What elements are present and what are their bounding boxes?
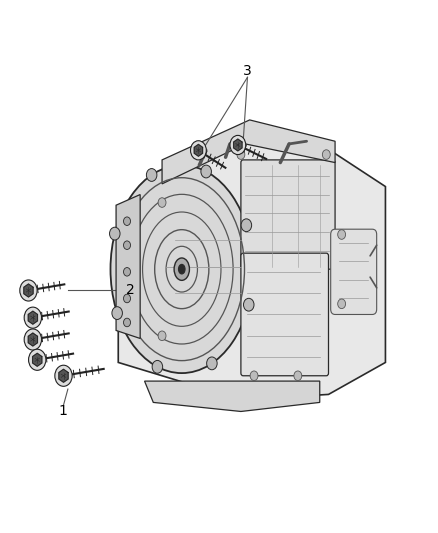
Polygon shape (28, 311, 37, 324)
Polygon shape (162, 120, 335, 184)
Circle shape (241, 219, 252, 232)
Polygon shape (59, 369, 68, 382)
Circle shape (55, 365, 72, 386)
Circle shape (158, 198, 166, 207)
Ellipse shape (110, 165, 253, 373)
Circle shape (28, 349, 46, 370)
Circle shape (124, 217, 131, 225)
Circle shape (110, 227, 120, 240)
Ellipse shape (178, 264, 185, 274)
FancyBboxPatch shape (241, 160, 335, 269)
Polygon shape (118, 133, 385, 400)
Circle shape (322, 150, 330, 159)
Circle shape (338, 230, 346, 239)
Circle shape (207, 357, 217, 370)
Text: 1: 1 (58, 405, 67, 418)
Circle shape (237, 150, 245, 159)
Circle shape (338, 299, 346, 309)
Polygon shape (24, 284, 33, 297)
Polygon shape (233, 139, 242, 151)
Polygon shape (33, 353, 42, 366)
Circle shape (20, 280, 37, 301)
Circle shape (124, 241, 131, 249)
Circle shape (191, 141, 206, 160)
Text: 2: 2 (126, 284, 135, 297)
Circle shape (24, 329, 42, 350)
Circle shape (152, 360, 162, 373)
Polygon shape (116, 195, 140, 338)
Circle shape (112, 306, 122, 319)
Circle shape (250, 371, 258, 381)
Circle shape (146, 168, 157, 181)
Text: 3: 3 (243, 64, 252, 78)
FancyBboxPatch shape (331, 229, 377, 314)
Polygon shape (194, 144, 203, 156)
Circle shape (201, 165, 212, 178)
Circle shape (124, 294, 131, 303)
Circle shape (24, 307, 42, 328)
FancyBboxPatch shape (241, 253, 328, 376)
Circle shape (124, 318, 131, 327)
Circle shape (124, 268, 131, 276)
Polygon shape (145, 381, 320, 411)
Ellipse shape (174, 258, 189, 280)
Circle shape (158, 331, 166, 341)
Circle shape (244, 298, 254, 311)
Circle shape (230, 135, 246, 155)
Polygon shape (28, 333, 37, 346)
Circle shape (294, 371, 302, 381)
